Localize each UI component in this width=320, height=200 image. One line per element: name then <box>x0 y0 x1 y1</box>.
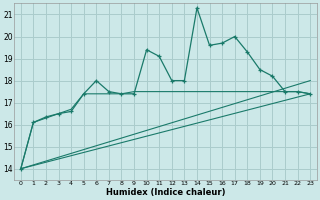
X-axis label: Humidex (Indice chaleur): Humidex (Indice chaleur) <box>106 188 225 197</box>
